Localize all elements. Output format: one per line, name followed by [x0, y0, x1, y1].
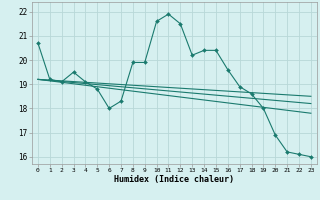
X-axis label: Humidex (Indice chaleur): Humidex (Indice chaleur): [115, 175, 234, 184]
